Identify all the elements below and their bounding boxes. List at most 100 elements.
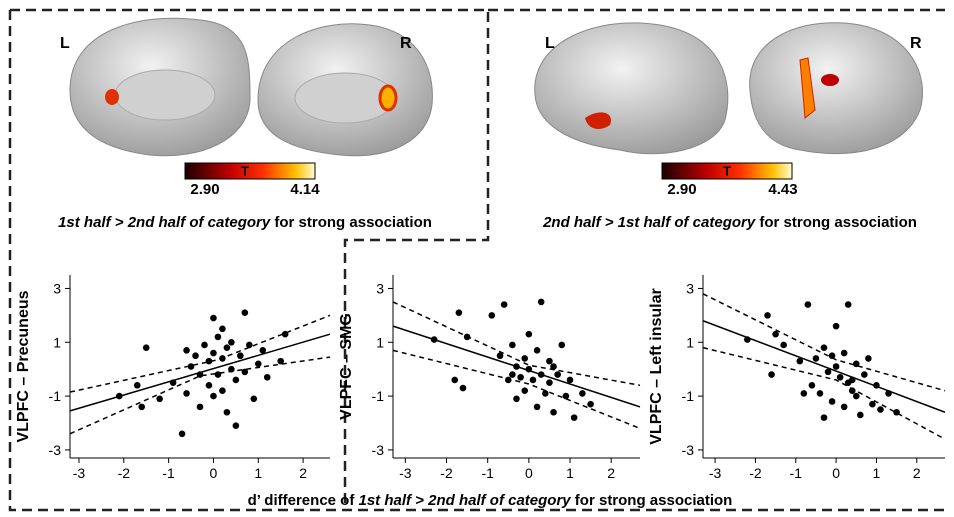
activation bbox=[821, 74, 839, 86]
x-tick-label: -3 bbox=[399, 465, 412, 481]
x-tick-label: 2 bbox=[299, 465, 307, 481]
x-tick-label: 0 bbox=[210, 465, 218, 481]
x-tick-label: 1 bbox=[254, 465, 262, 481]
point bbox=[241, 309, 249, 316]
colorbar-max: 4.14 bbox=[290, 181, 320, 198]
point bbox=[533, 347, 541, 354]
point bbox=[187, 363, 195, 370]
y-axis-title: VLPFC – Precuneus bbox=[15, 290, 32, 442]
x-title-part: for strong association bbox=[571, 492, 733, 509]
point bbox=[824, 368, 832, 376]
point bbox=[525, 365, 533, 373]
point bbox=[259, 347, 267, 354]
x-title-part: d’ difference of bbox=[248, 492, 359, 509]
caption-part: for strong association bbox=[755, 214, 917, 231]
point bbox=[537, 298, 545, 306]
colorbar-min: 2.90 bbox=[190, 181, 219, 198]
y-tick-label: -1 bbox=[372, 388, 385, 404]
point bbox=[496, 352, 504, 360]
point bbox=[178, 430, 186, 438]
y-tick-label: 3 bbox=[686, 280, 694, 296]
x-tick-label: -1 bbox=[481, 465, 494, 481]
point bbox=[500, 301, 508, 308]
point bbox=[192, 352, 199, 360]
point bbox=[587, 400, 594, 408]
y-tick-label: -3 bbox=[49, 442, 62, 458]
confidence-band bbox=[69, 356, 331, 435]
caption: 2nd half > 1st half of category for stro… bbox=[542, 214, 917, 231]
point bbox=[562, 392, 570, 400]
point bbox=[517, 373, 524, 381]
point bbox=[566, 376, 574, 384]
x-tick-label: -1 bbox=[162, 465, 175, 481]
point bbox=[812, 355, 820, 362]
x-tick-label: -3 bbox=[73, 465, 86, 481]
x-tick-label: 1 bbox=[873, 465, 881, 481]
regression-line bbox=[702, 320, 946, 413]
colorbar bbox=[661, 162, 793, 180]
point bbox=[246, 341, 253, 349]
point bbox=[546, 357, 553, 365]
point bbox=[885, 390, 892, 397]
point bbox=[836, 373, 844, 381]
point bbox=[550, 363, 557, 370]
point bbox=[877, 406, 884, 413]
point bbox=[277, 357, 284, 365]
caption: 1st half > 2nd half of category for stro… bbox=[58, 214, 432, 231]
point bbox=[237, 352, 244, 360]
y-tick-label: 1 bbox=[686, 334, 694, 350]
x-tick-label: 2 bbox=[913, 465, 921, 481]
point bbox=[525, 330, 533, 338]
point bbox=[848, 376, 856, 384]
point bbox=[504, 376, 512, 384]
hemisphere-label: L bbox=[60, 35, 70, 52]
confidence-band bbox=[69, 314, 331, 393]
point bbox=[852, 392, 860, 400]
colorbar-label: T bbox=[723, 163, 731, 178]
point bbox=[744, 336, 751, 343]
confidence-band bbox=[702, 293, 946, 392]
point bbox=[250, 395, 258, 403]
point bbox=[816, 390, 824, 397]
point bbox=[214, 371, 222, 378]
y-tick-label: 1 bbox=[376, 334, 384, 350]
point bbox=[554, 371, 561, 378]
point bbox=[800, 390, 808, 397]
point bbox=[228, 338, 235, 346]
point bbox=[509, 341, 516, 349]
confidence-band bbox=[702, 346, 946, 440]
y-tick-label: -1 bbox=[49, 388, 62, 404]
point bbox=[219, 325, 226, 333]
point bbox=[772, 330, 779, 338]
x-tick-label: -1 bbox=[790, 465, 803, 481]
point bbox=[263, 373, 271, 381]
point bbox=[142, 344, 150, 351]
point bbox=[156, 395, 163, 403]
point bbox=[820, 414, 828, 421]
point bbox=[223, 408, 231, 416]
y-axis-title: VLPFC – SMG bbox=[338, 313, 355, 420]
point bbox=[808, 382, 816, 389]
point bbox=[183, 390, 190, 397]
point bbox=[865, 355, 872, 362]
point bbox=[241, 368, 249, 376]
point bbox=[488, 312, 496, 319]
point bbox=[873, 382, 880, 389]
confidence-band bbox=[392, 301, 641, 387]
x-tick-label: 1 bbox=[566, 465, 574, 481]
point bbox=[570, 414, 578, 421]
point bbox=[521, 355, 529, 362]
x-tick-label: 2 bbox=[607, 465, 615, 481]
point bbox=[521, 387, 529, 395]
point bbox=[558, 341, 566, 349]
activation bbox=[585, 112, 611, 130]
point bbox=[201, 341, 208, 349]
y-tick-label: 3 bbox=[376, 280, 384, 296]
point bbox=[228, 365, 235, 373]
hemisphere-label: R bbox=[910, 35, 922, 52]
point bbox=[844, 301, 852, 308]
point bbox=[542, 390, 549, 397]
y-tick-label: 1 bbox=[53, 334, 61, 350]
activation bbox=[799, 57, 816, 119]
